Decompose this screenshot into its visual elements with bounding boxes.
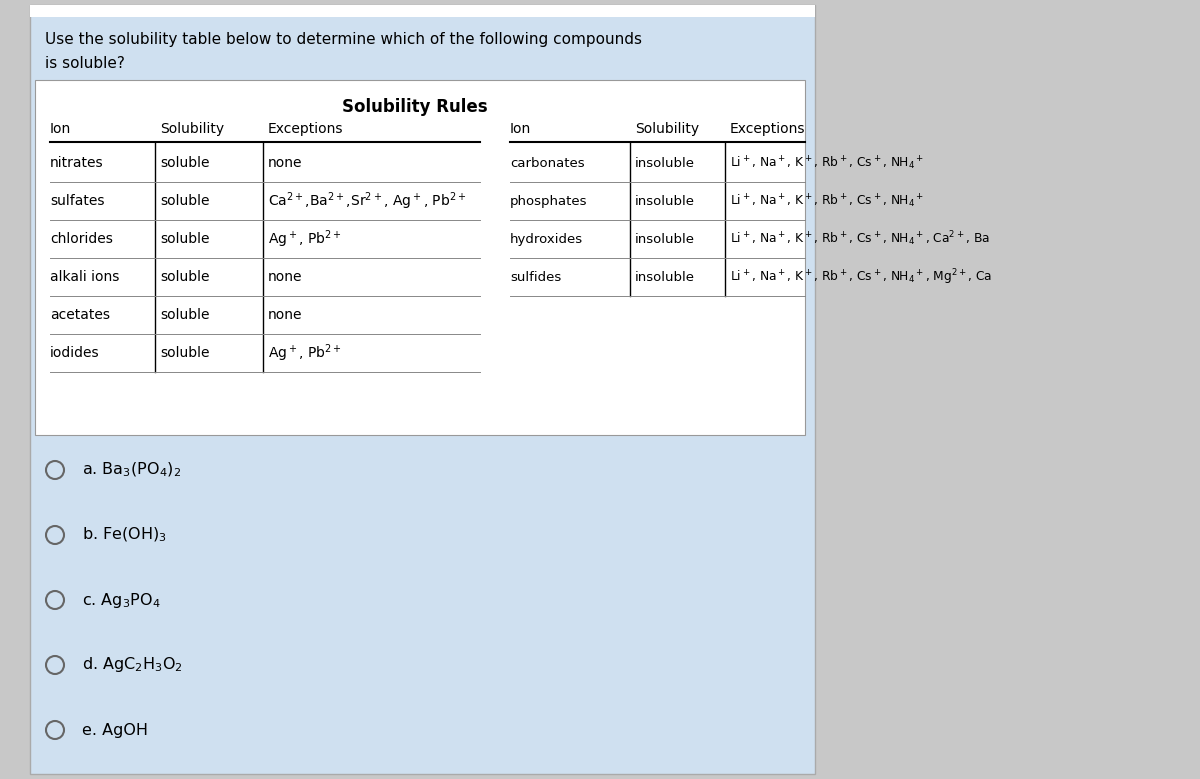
Text: Solubility Rules: Solubility Rules (342, 98, 488, 116)
Text: Li$^+$, Na$^+$, K$^+$, Rb$^+$, Cs$^+$, NH$_4$$^+$: Li$^+$, Na$^+$, K$^+$, Rb$^+$, Cs$^+$, N… (730, 154, 924, 171)
Text: insoluble: insoluble (635, 270, 695, 284)
Text: Ion: Ion (50, 122, 71, 136)
Text: Solubility: Solubility (160, 122, 224, 136)
Text: soluble: soluble (160, 194, 210, 208)
Text: Li$^+$, Na$^+$, K$^+$, Rb$^+$, Cs$^+$, NH$_4$$^+$, Mg$^{2+}$, Ca: Li$^+$, Na$^+$, K$^+$, Rb$^+$, Cs$^+$, N… (730, 267, 992, 287)
Text: soluble: soluble (160, 346, 210, 360)
Circle shape (46, 721, 64, 739)
Text: a. Ba$_3$(PO$_4$)$_2$: a. Ba$_3$(PO$_4$)$_2$ (82, 461, 181, 479)
Text: soluble: soluble (160, 156, 210, 170)
Text: chlorides: chlorides (50, 232, 113, 246)
Text: Ion: Ion (510, 122, 532, 136)
Text: nitrates: nitrates (50, 156, 103, 170)
Text: sulfates: sulfates (50, 194, 104, 208)
Text: insoluble: insoluble (635, 195, 695, 207)
Circle shape (46, 656, 64, 674)
Text: e. AgOH: e. AgOH (82, 722, 148, 738)
Text: soluble: soluble (160, 308, 210, 322)
Text: Use the solubility table below to determine which of the following compounds: Use the solubility table below to determ… (46, 32, 642, 47)
Text: none: none (268, 308, 302, 322)
Circle shape (46, 526, 64, 544)
Text: sulfides: sulfides (510, 270, 562, 284)
Text: c. Ag$_3$PO$_4$: c. Ag$_3$PO$_4$ (82, 590, 161, 609)
Text: insoluble: insoluble (635, 232, 695, 245)
Text: phosphates: phosphates (510, 195, 588, 207)
Text: soluble: soluble (160, 270, 210, 284)
Text: d. AgC$_2$H$_3$O$_2$: d. AgC$_2$H$_3$O$_2$ (82, 655, 182, 675)
Text: Li$^+$, Na$^+$, K$^+$, Rb$^+$, Cs$^+$, NH$_4$$^+$, Ca$^{2+}$, Ba: Li$^+$, Na$^+$, K$^+$, Rb$^+$, Cs$^+$, N… (730, 230, 990, 249)
Text: Solubility: Solubility (635, 122, 700, 136)
Bar (35, 80, 805, 435)
Text: Ag$^+$, Pb$^{2+}$: Ag$^+$, Pb$^{2+}$ (268, 228, 342, 250)
Bar (30, 5, 815, 774)
Text: Ag$^+$, Pb$^{2+}$: Ag$^+$, Pb$^{2+}$ (268, 342, 342, 364)
Text: soluble: soluble (160, 232, 210, 246)
Text: Exceptions: Exceptions (730, 122, 805, 136)
Text: none: none (268, 156, 302, 170)
Circle shape (46, 461, 64, 479)
Text: acetates: acetates (50, 308, 110, 322)
Text: none: none (268, 270, 302, 284)
Text: Ca$^{2+}$,Ba$^{2+}$,Sr$^{2+}$, Ag$^+$, Pb$^{2+}$: Ca$^{2+}$,Ba$^{2+}$,Sr$^{2+}$, Ag$^+$, P… (268, 190, 467, 212)
Text: Exceptions: Exceptions (268, 122, 343, 136)
Text: insoluble: insoluble (635, 157, 695, 170)
Text: b. Fe(OH)$_3$: b. Fe(OH)$_3$ (82, 526, 167, 545)
Circle shape (46, 591, 64, 609)
Bar (30, 5, 815, 17)
Text: Li$^+$, Na$^+$, K$^+$, Rb$^+$, Cs$^+$, NH$_4$$^+$: Li$^+$, Na$^+$, K$^+$, Rb$^+$, Cs$^+$, N… (730, 192, 924, 210)
Text: alkali ions: alkali ions (50, 270, 119, 284)
Text: hydroxides: hydroxides (510, 232, 583, 245)
Text: iodides: iodides (50, 346, 100, 360)
Text: carbonates: carbonates (510, 157, 584, 170)
Text: is soluble?: is soluble? (46, 56, 125, 71)
